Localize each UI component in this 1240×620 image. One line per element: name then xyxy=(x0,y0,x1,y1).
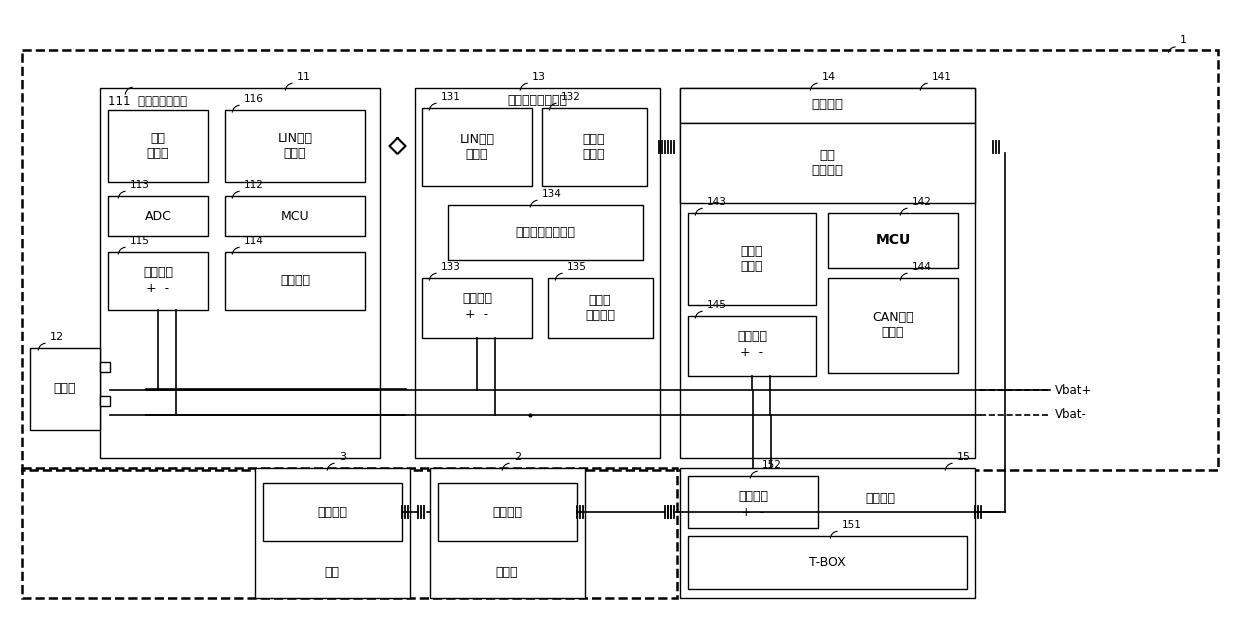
Bar xyxy=(100,396,110,406)
Text: 143: 143 xyxy=(707,197,727,207)
Text: 供电电源: 供电电源 xyxy=(737,329,768,342)
Text: 微控制和处理系统: 微控制和处理系统 xyxy=(515,226,575,239)
Text: MCU: MCU xyxy=(875,233,910,247)
Text: 1: 1 xyxy=(1180,35,1187,45)
Text: 144: 144 xyxy=(911,262,932,272)
Bar xyxy=(224,196,365,236)
Text: T-BOX: T-BOX xyxy=(808,556,846,569)
Text: Vbat+: Vbat+ xyxy=(1055,384,1092,397)
Bar xyxy=(224,252,365,310)
Bar xyxy=(430,468,585,598)
Bar xyxy=(680,123,975,203)
Text: 132: 132 xyxy=(560,92,580,102)
Bar xyxy=(680,88,975,458)
Bar xyxy=(828,278,959,373)
Bar xyxy=(22,468,677,598)
Bar xyxy=(438,483,577,541)
Text: 134: 134 xyxy=(542,189,562,199)
Text: 13: 13 xyxy=(532,72,546,82)
Text: 135: 135 xyxy=(567,262,587,272)
Text: MCU: MCU xyxy=(280,210,309,223)
Text: 供电电源: 供电电源 xyxy=(463,291,492,304)
Text: 151: 151 xyxy=(842,520,862,530)
Text: 存储模块: 存储模块 xyxy=(280,275,310,288)
Text: 云平台: 云平台 xyxy=(496,567,518,580)
Text: 电量
传感器: 电量 传感器 xyxy=(146,132,169,160)
Bar xyxy=(680,468,975,598)
Bar xyxy=(108,252,208,310)
Text: 通信系统: 通信系统 xyxy=(866,492,895,505)
Text: 114: 114 xyxy=(244,236,264,246)
Text: 12: 12 xyxy=(50,332,64,342)
Text: 自动驾驶控制系统: 自动驾驶控制系统 xyxy=(507,94,567,107)
Text: LIN总线
收发器: LIN总线 收发器 xyxy=(278,132,312,160)
Text: 中央网关: 中央网关 xyxy=(811,99,843,112)
Bar xyxy=(108,110,208,182)
Text: 3: 3 xyxy=(339,452,346,462)
Text: 142: 142 xyxy=(911,197,932,207)
Bar xyxy=(108,196,208,236)
Bar xyxy=(680,88,975,123)
Bar xyxy=(100,362,110,372)
Text: +  -: + - xyxy=(465,309,489,322)
Text: ADC: ADC xyxy=(145,210,171,223)
Bar xyxy=(422,108,532,186)
Text: 终端: 终端 xyxy=(325,567,340,580)
Text: 131: 131 xyxy=(441,92,461,102)
Bar xyxy=(688,213,816,305)
Bar xyxy=(30,348,100,430)
Bar xyxy=(422,278,532,338)
Text: 静噪处
理系统: 静噪处 理系统 xyxy=(740,245,764,273)
Text: 111  蓄电池监控系统: 111 蓄电池监控系统 xyxy=(108,95,187,108)
Text: 采集和
存储模块: 采集和 存储模块 xyxy=(585,294,615,322)
Text: 供电电源: 供电电源 xyxy=(143,265,174,278)
Text: 145: 145 xyxy=(707,300,727,310)
Bar xyxy=(100,88,379,458)
Text: 115: 115 xyxy=(130,236,150,246)
Text: 蓄电池: 蓄电池 xyxy=(53,383,76,396)
Text: 以太
网收发器: 以太 网收发器 xyxy=(811,149,843,177)
Text: 15: 15 xyxy=(957,452,971,462)
Text: 113: 113 xyxy=(130,180,150,190)
Bar xyxy=(828,213,959,268)
Bar xyxy=(688,316,816,376)
Text: LIN总线
收发器: LIN总线 收发器 xyxy=(460,133,495,161)
Text: 116: 116 xyxy=(244,94,264,104)
Text: 14: 14 xyxy=(822,72,836,82)
Text: 133: 133 xyxy=(441,262,461,272)
Bar xyxy=(22,50,1218,470)
Text: 供电电源: 供电电源 xyxy=(738,490,768,502)
Text: +  -: + - xyxy=(742,505,765,518)
Bar xyxy=(224,110,365,182)
Bar xyxy=(448,205,644,260)
Text: 通信模块: 通信模块 xyxy=(317,505,347,518)
Bar xyxy=(688,476,818,528)
Polygon shape xyxy=(391,138,405,154)
Bar xyxy=(548,278,653,338)
Text: 152: 152 xyxy=(763,460,782,470)
Text: +  -: + - xyxy=(740,345,764,358)
Text: 以太网
收发器: 以太网 收发器 xyxy=(583,133,605,161)
Bar xyxy=(542,108,647,186)
Bar xyxy=(415,88,660,458)
Text: +  -: + - xyxy=(146,281,170,294)
Text: 2: 2 xyxy=(515,452,521,462)
Bar xyxy=(263,483,402,541)
Bar xyxy=(688,536,967,589)
Text: CAN总线
收发器: CAN总线 收发器 xyxy=(872,311,914,339)
Bar xyxy=(255,468,410,598)
Text: 112: 112 xyxy=(244,180,264,190)
Text: 141: 141 xyxy=(932,72,952,82)
Polygon shape xyxy=(389,138,405,154)
Text: Vbat-: Vbat- xyxy=(1055,409,1087,422)
Text: 11: 11 xyxy=(298,72,311,82)
Text: 通信模块: 通信模块 xyxy=(492,505,522,518)
